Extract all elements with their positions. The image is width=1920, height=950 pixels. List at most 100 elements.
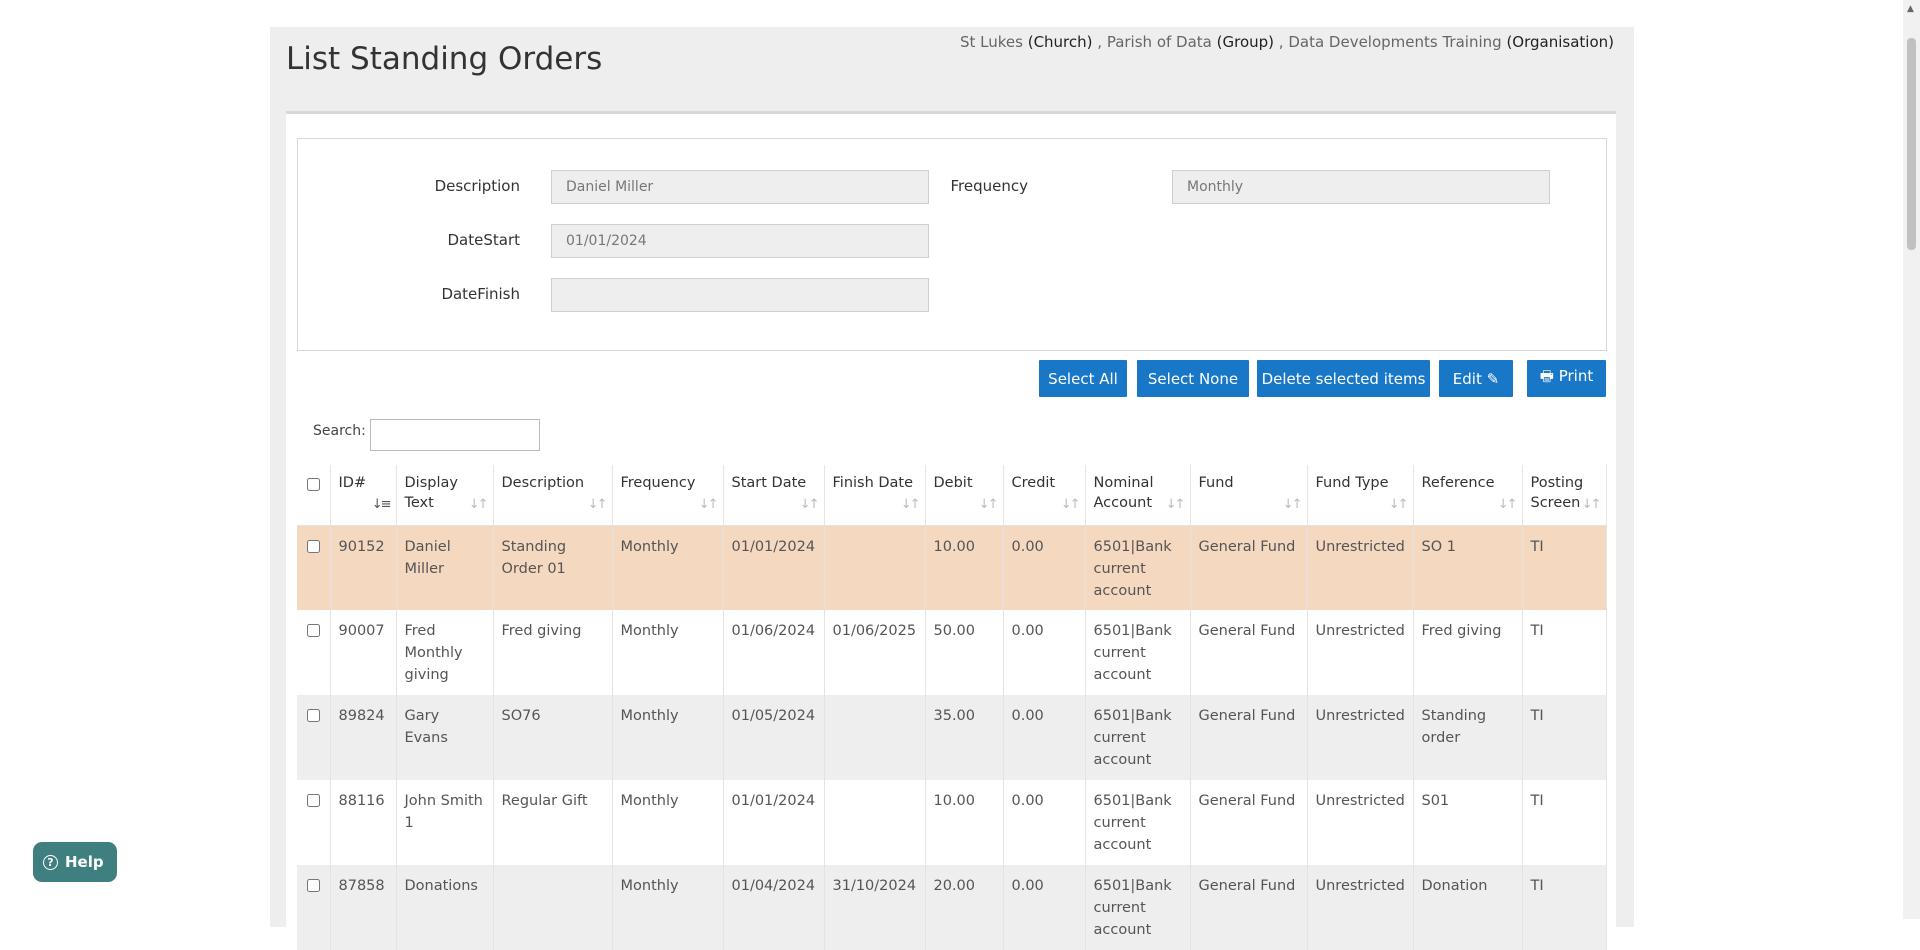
row-checkbox-cell	[297, 610, 331, 695]
cell-finish-date: 31/10/2024	[824, 865, 926, 950]
row-checkbox[interactable]	[307, 709, 320, 722]
help-label: Help	[65, 853, 104, 871]
column-header-debit-label: Debit	[933, 475, 973, 491]
edit-label: Edit	[1452, 369, 1482, 388]
cell-debit: 10.00	[925, 525, 1004, 610]
scroll-up-arrow-icon[interactable]: ▲	[1907, 4, 1914, 14]
delete-selected-button[interactable]: Delete selected items	[1257, 360, 1430, 397]
select-all-button[interactable]: Select All	[1039, 360, 1127, 397]
column-header-display-text[interactable]: Display Text ↓↑	[396, 465, 494, 526]
column-header-start-date[interactable]: Start Date ↓↑	[723, 465, 825, 526]
sort-icon: ↓↑	[468, 496, 489, 512]
cell-reference: Donation	[1413, 865, 1523, 950]
column-header-description-label: Description	[501, 475, 585, 491]
table-header-row: ID# ↓≡ Display Text ↓↑ Description ↓↑ Frequ…	[297, 465, 1607, 526]
cell-finish-date	[824, 780, 926, 865]
column-header-frequency[interactable]: Frequency ↓↑	[612, 465, 724, 526]
cell-credit: 0.00	[1003, 865, 1086, 950]
column-header-posting-screen[interactable]: Posting Screen ↓↑	[1522, 465, 1607, 526]
cell-frequency: Monthly	[612, 610, 724, 695]
table-row[interactable]: 90007 Fred Monthly giving Fred giving Mo…	[297, 610, 1607, 695]
column-header-credit[interactable]: Credit ↓↑	[1003, 465, 1086, 526]
cell-fund: General Fund	[1190, 780, 1308, 865]
cell-debit: 35.00	[925, 695, 1004, 780]
table-row[interactable]: 90152 Daniel Miller Standing Order 01 Mo…	[297, 525, 1607, 610]
sort-icon: ↓↑	[1165, 496, 1186, 512]
cell-fund: General Fund	[1190, 525, 1308, 610]
datestart-field[interactable]	[551, 224, 929, 258]
cell-frequency: Monthly	[612, 525, 724, 610]
row-checkbox[interactable]	[307, 539, 320, 553]
row-checkbox-cell	[297, 865, 331, 950]
column-header-description[interactable]: Description ↓↑	[493, 465, 613, 526]
table-row[interactable]: 87858 Donations Monthly 01/04/2024 31/10…	[297, 865, 1607, 950]
group-name: Parish of Data	[1106, 33, 1212, 51]
cell-display-text: Donations	[396, 865, 494, 950]
column-header-reference-label: Reference	[1421, 475, 1495, 491]
datefinish-label: DateFinish	[441, 285, 520, 303]
sort-icon: ↓↑	[799, 496, 820, 512]
cell-nominal-account: 6501|Bank current account	[1085, 695, 1191, 780]
cell-display-text: Gary Evans	[396, 695, 494, 780]
select-none-label: Select None	[1147, 369, 1239, 388]
cell-fund-type: Unrestricted	[1307, 780, 1414, 865]
sort-icon: ↓↑	[1581, 496, 1602, 512]
description-field[interactable]	[551, 170, 929, 204]
context-breadcrumb: St Lukes (Church) , Parish of Data (Grou…	[959, 33, 1614, 51]
cell-id: 87858	[330, 865, 397, 950]
cell-start-date: 01/01/2024	[723, 780, 825, 865]
cell-fund: General Fund	[1190, 695, 1308, 780]
cell-posting-screen: TI	[1522, 610, 1607, 695]
select-all-checkbox[interactable]	[307, 478, 320, 491]
column-header-nominal-account[interactable]: Nominal Account ↓↑	[1085, 465, 1191, 526]
cell-display-text: Daniel Miller	[396, 525, 494, 610]
search-label: Search:	[313, 423, 366, 439]
row-checkbox[interactable]	[307, 624, 320, 637]
column-header-finish-date[interactable]: Finish Date ↓↑	[824, 465, 926, 526]
cell-description: SO76	[493, 695, 613, 780]
cell-credit: 0.00	[1003, 610, 1086, 695]
page-scrollbar[interactable]: ▲	[1903, 0, 1920, 919]
column-header-fund[interactable]: Fund ↓↑	[1190, 465, 1308, 526]
cell-posting-screen: TI	[1522, 695, 1607, 780]
cell-finish-date: 01/06/2025	[824, 610, 926, 695]
print-button[interactable]: 🖶 Print	[1527, 360, 1606, 397]
datefinish-field[interactable]	[551, 278, 929, 312]
row-checkbox[interactable]	[307, 879, 320, 892]
table-row[interactable]: 89824 Gary Evans SO76 Monthly 01/05/2024…	[297, 695, 1607, 780]
cell-fund-type: Unrestricted	[1307, 610, 1414, 695]
row-checkbox-cell	[297, 780, 331, 865]
column-header-start-date-label: Start Date	[731, 475, 807, 491]
delete-selected-label: Delete selected items	[1261, 369, 1426, 388]
cell-nominal-account: 6501|Bank current account	[1085, 780, 1191, 865]
help-button[interactable]: ? Help	[33, 842, 117, 882]
scrollbar-thumb[interactable]	[1907, 38, 1916, 250]
frequency-field[interactable]	[1172, 170, 1550, 204]
cell-description: Standing Order 01	[493, 525, 613, 610]
cell-nominal-account: 6501|Bank current account	[1085, 865, 1191, 950]
select-none-button[interactable]: Select None	[1137, 360, 1249, 397]
edit-button[interactable]: Edit ✎	[1439, 360, 1513, 397]
cell-description	[493, 865, 613, 950]
cell-nominal-account: 6501|Bank current account	[1085, 610, 1191, 695]
row-checkbox[interactable]	[307, 794, 320, 807]
cell-fund-type: Unrestricted	[1307, 865, 1414, 950]
table-row[interactable]: 88116 John Smith 1 Regular Gift Monthly …	[297, 780, 1607, 865]
column-header-fund-type[interactable]: Fund Type ↓↑	[1307, 465, 1414, 526]
column-header-nominal-account-label: Nominal Account	[1093, 475, 1154, 511]
column-header-reference[interactable]: Reference ↓↑	[1413, 465, 1523, 526]
standing-orders-table: ID# ↓≡ Display Text ↓↑ Description ↓↑ Frequ…	[297, 465, 1607, 950]
cell-debit: 20.00	[925, 865, 1004, 950]
cell-reference: Fred giving	[1413, 610, 1523, 695]
select-all-checkbox-header	[297, 465, 331, 526]
cell-reference: Standing order	[1413, 695, 1523, 780]
sort-icon: ↓↑	[698, 496, 719, 512]
search-input[interactable]	[370, 419, 540, 451]
datestart-label: DateStart	[447, 231, 521, 249]
column-header-debit[interactable]: Debit ↓↑	[925, 465, 1004, 526]
church-type: (Church)	[1027, 33, 1093, 51]
cell-credit: 0.00	[1003, 780, 1086, 865]
column-header-posting-screen-label: Posting Screen	[1530, 475, 1584, 511]
column-header-id[interactable]: ID# ↓≡	[330, 465, 397, 526]
cell-start-date: 01/05/2024	[723, 695, 825, 780]
